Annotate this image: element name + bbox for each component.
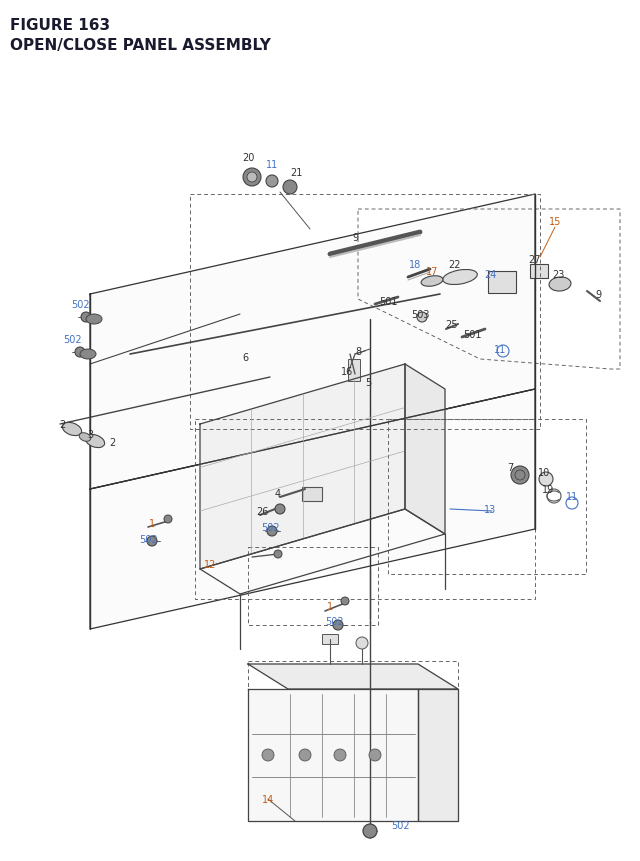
Ellipse shape [86, 314, 102, 325]
Text: 16: 16 [341, 367, 353, 376]
Text: 11: 11 [494, 344, 506, 355]
Text: 4: 4 [275, 488, 281, 499]
Bar [302, 487, 322, 501]
Text: 2: 2 [109, 437, 115, 448]
Text: 10: 10 [538, 468, 550, 478]
Text: FIGURE 163: FIGURE 163 [10, 18, 110, 33]
Ellipse shape [421, 276, 443, 287]
Text: 8: 8 [355, 347, 361, 356]
Text: 25: 25 [445, 319, 458, 330]
Polygon shape [90, 195, 535, 489]
Ellipse shape [80, 350, 96, 360]
Circle shape [164, 516, 172, 523]
Bar [348, 360, 360, 381]
Text: 20: 20 [242, 152, 254, 163]
Polygon shape [248, 689, 418, 821]
Text: 7: 7 [507, 462, 513, 473]
Circle shape [75, 348, 85, 357]
Circle shape [333, 620, 343, 630]
Ellipse shape [79, 433, 91, 442]
Circle shape [266, 176, 278, 188]
Text: 1: 1 [327, 601, 333, 611]
Text: 12: 12 [204, 560, 216, 569]
Polygon shape [405, 364, 445, 535]
Text: 13: 13 [484, 505, 496, 514]
Text: 26: 26 [256, 506, 268, 517]
Bar [488, 272, 516, 294]
Text: 503: 503 [411, 310, 429, 319]
Text: 502: 502 [260, 523, 279, 532]
Circle shape [267, 526, 277, 536]
Text: 9: 9 [352, 232, 358, 243]
Text: 501: 501 [463, 330, 481, 339]
Polygon shape [418, 689, 458, 821]
Text: 27: 27 [529, 255, 541, 264]
Text: 1: 1 [149, 518, 155, 529]
Bar [322, 635, 338, 644]
Text: 501: 501 [379, 297, 397, 307]
Circle shape [511, 467, 529, 485]
Text: 19: 19 [542, 485, 554, 494]
Circle shape [243, 169, 261, 187]
Polygon shape [248, 664, 458, 689]
Ellipse shape [443, 270, 477, 285]
Text: 14: 14 [262, 794, 274, 804]
Text: 6: 6 [242, 353, 248, 362]
Circle shape [81, 313, 91, 323]
Circle shape [356, 637, 368, 649]
Text: 24: 24 [484, 269, 496, 280]
FancyArrowPatch shape [351, 357, 354, 367]
Circle shape [369, 749, 381, 761]
Text: 9: 9 [595, 289, 601, 300]
Ellipse shape [549, 277, 571, 292]
Circle shape [247, 173, 257, 183]
Text: 5: 5 [365, 378, 371, 387]
Text: 15: 15 [549, 217, 561, 226]
Text: 18: 18 [409, 260, 421, 269]
Bar [530, 264, 548, 279]
Ellipse shape [85, 435, 104, 448]
Text: 23: 23 [552, 269, 564, 280]
Text: 11: 11 [266, 160, 278, 170]
Circle shape [417, 313, 427, 323]
Polygon shape [90, 389, 535, 629]
Circle shape [363, 824, 377, 838]
Text: 502: 502 [139, 535, 157, 544]
Text: 22: 22 [449, 260, 461, 269]
Text: 21: 21 [290, 168, 302, 177]
Circle shape [341, 598, 349, 605]
Text: 502: 502 [326, 616, 344, 626]
Text: 11: 11 [566, 492, 578, 501]
Circle shape [334, 749, 346, 761]
Text: 3: 3 [87, 430, 93, 439]
Circle shape [275, 505, 285, 514]
Circle shape [274, 550, 282, 558]
Text: 502: 502 [390, 820, 410, 830]
Ellipse shape [62, 423, 82, 436]
Text: 502: 502 [70, 300, 90, 310]
Text: 17: 17 [426, 267, 438, 276]
Circle shape [283, 181, 297, 195]
Circle shape [147, 536, 157, 547]
Circle shape [299, 749, 311, 761]
Text: 502: 502 [63, 335, 81, 344]
Circle shape [262, 749, 274, 761]
Text: OPEN/CLOSE PANEL ASSEMBLY: OPEN/CLOSE PANEL ASSEMBLY [10, 38, 271, 53]
Polygon shape [200, 364, 405, 569]
Text: 2: 2 [59, 419, 65, 430]
Circle shape [539, 473, 553, 486]
